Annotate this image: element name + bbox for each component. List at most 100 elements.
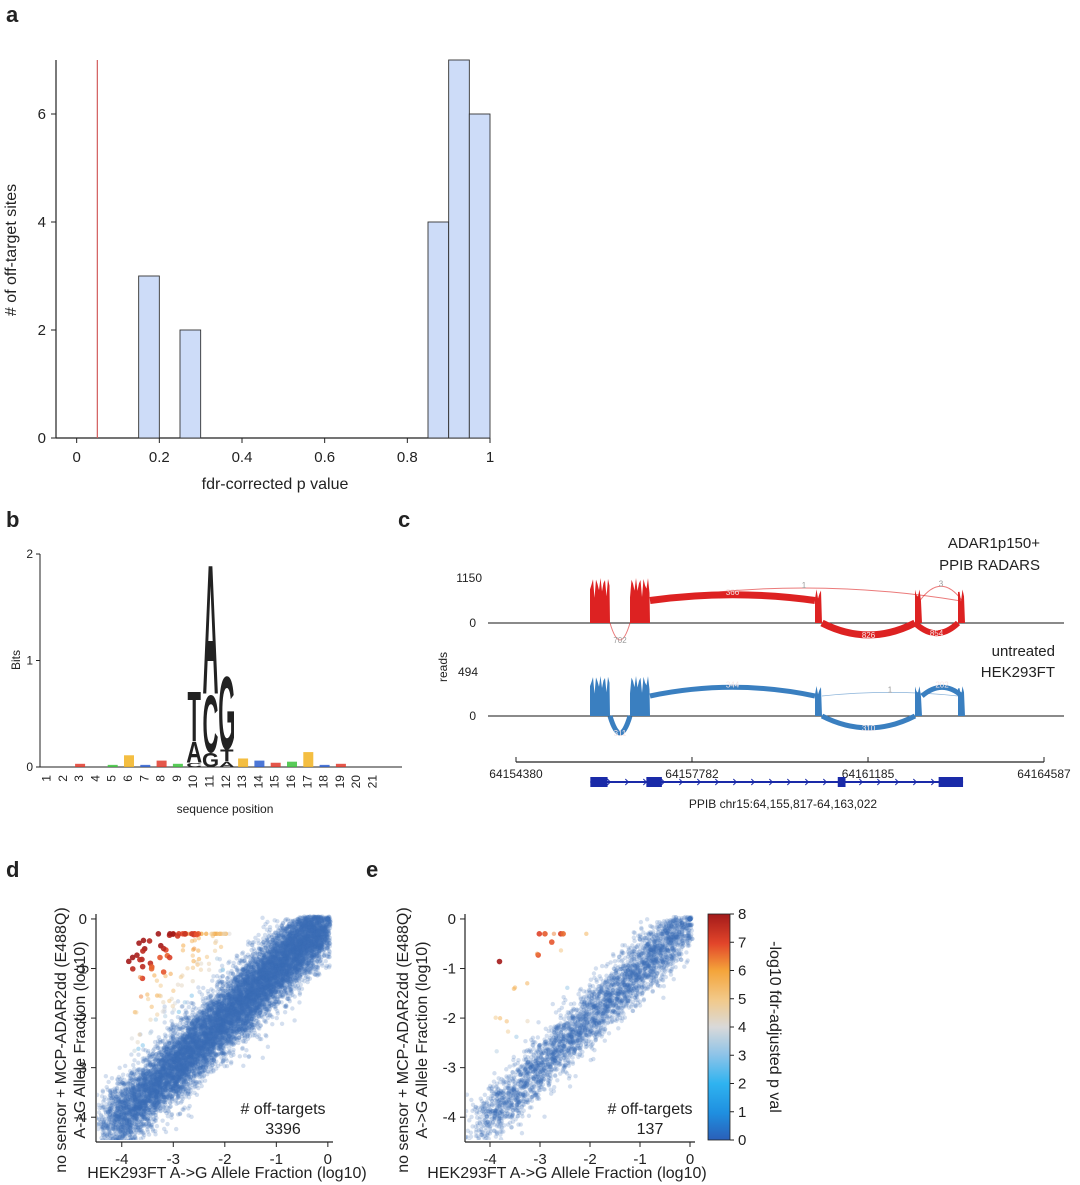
data-point (113, 1110, 119, 1115)
data-point (277, 982, 282, 987)
junction-arc (649, 684, 816, 699)
data-point (178, 1048, 183, 1053)
coverage-block (915, 589, 922, 623)
data-point (220, 1030, 225, 1035)
data-point (203, 1016, 208, 1022)
data-point (241, 1011, 246, 1016)
data-point (177, 1050, 182, 1055)
data-point (158, 1085, 164, 1091)
data-point (255, 979, 260, 985)
data-point (162, 1084, 167, 1090)
data-point (245, 1032, 251, 1038)
data-point (276, 966, 281, 971)
data-point (311, 922, 316, 927)
data-point (271, 978, 277, 983)
data-point (187, 1045, 193, 1050)
data-point (308, 963, 314, 968)
data-point (255, 977, 261, 982)
data-point (256, 982, 261, 987)
data-point (167, 1057, 172, 1062)
logo-small-stack (254, 760, 265, 767)
data-point (163, 1064, 168, 1069)
data-point (215, 1011, 221, 1016)
data-point (260, 961, 265, 967)
data-point (239, 1017, 244, 1022)
data-point (220, 1047, 225, 1052)
data-point (251, 1028, 257, 1033)
data-point (195, 1045, 201, 1050)
data-point (134, 1111, 140, 1116)
data-point (153, 1068, 158, 1073)
data-point (208, 1026, 213, 1031)
data-point (167, 1079, 173, 1084)
data-point (154, 1082, 159, 1088)
data-point (276, 984, 281, 990)
data-point (230, 1002, 236, 1007)
data-point (297, 919, 303, 925)
data-point (322, 947, 327, 952)
data-point (158, 1077, 164, 1082)
data-point (202, 1061, 207, 1066)
data-point (197, 1045, 203, 1050)
data-point (262, 954, 267, 960)
data-point (230, 986, 235, 991)
data-point (172, 1075, 178, 1080)
data-point (255, 979, 261, 984)
data-point (284, 969, 289, 975)
data-point (145, 1079, 150, 1084)
data-point (189, 1057, 195, 1063)
data-point (305, 947, 310, 952)
data-point (246, 988, 251, 994)
data-point (244, 995, 249, 1000)
data-point (284, 963, 289, 968)
x-tick-label: 0.4 (232, 449, 253, 466)
data-point (188, 1067, 193, 1072)
data-point (112, 1115, 117, 1120)
data-point (125, 1088, 130, 1093)
coverage-block (630, 578, 650, 623)
data-point (145, 1129, 151, 1134)
data-point (196, 1016, 201, 1021)
data-point (169, 1018, 174, 1024)
data-point (256, 954, 262, 960)
data-point (204, 1020, 209, 1025)
data-point (229, 991, 234, 996)
data-point (244, 1004, 250, 1009)
data-point (276, 967, 281, 973)
junction-arc (607, 715, 633, 736)
data-point (290, 1006, 295, 1011)
data-point (171, 1060, 176, 1065)
data-point (322, 924, 327, 930)
data-point (205, 1022, 210, 1028)
data-point (288, 929, 293, 935)
data-point (279, 945, 284, 950)
data-point (121, 1121, 127, 1127)
data-point (127, 1124, 133, 1130)
data-point (292, 937, 298, 943)
data-point (264, 1004, 269, 1010)
data-point (303, 945, 308, 951)
data-point (252, 1030, 258, 1036)
data-point (175, 1074, 180, 1079)
data-point (299, 986, 305, 992)
data-point (210, 1013, 215, 1018)
data-point (102, 1097, 107, 1103)
data-point (245, 1019, 250, 1024)
data-point (286, 922, 292, 927)
data-point (169, 1064, 174, 1069)
data-point (273, 963, 278, 968)
data-point (312, 928, 317, 933)
data-point (185, 1058, 190, 1064)
data-point (132, 1106, 138, 1112)
data-point (303, 948, 308, 953)
x-tick-label: 14 (251, 775, 265, 789)
data-point (158, 1075, 163, 1080)
data-point (274, 924, 280, 929)
data-point (198, 1025, 203, 1030)
data-point (250, 996, 256, 1001)
data-point (171, 1054, 177, 1059)
data-point (161, 1058, 167, 1064)
data-point (200, 1055, 206, 1061)
data-point (262, 970, 267, 975)
gene-strand-arrow (660, 778, 666, 786)
